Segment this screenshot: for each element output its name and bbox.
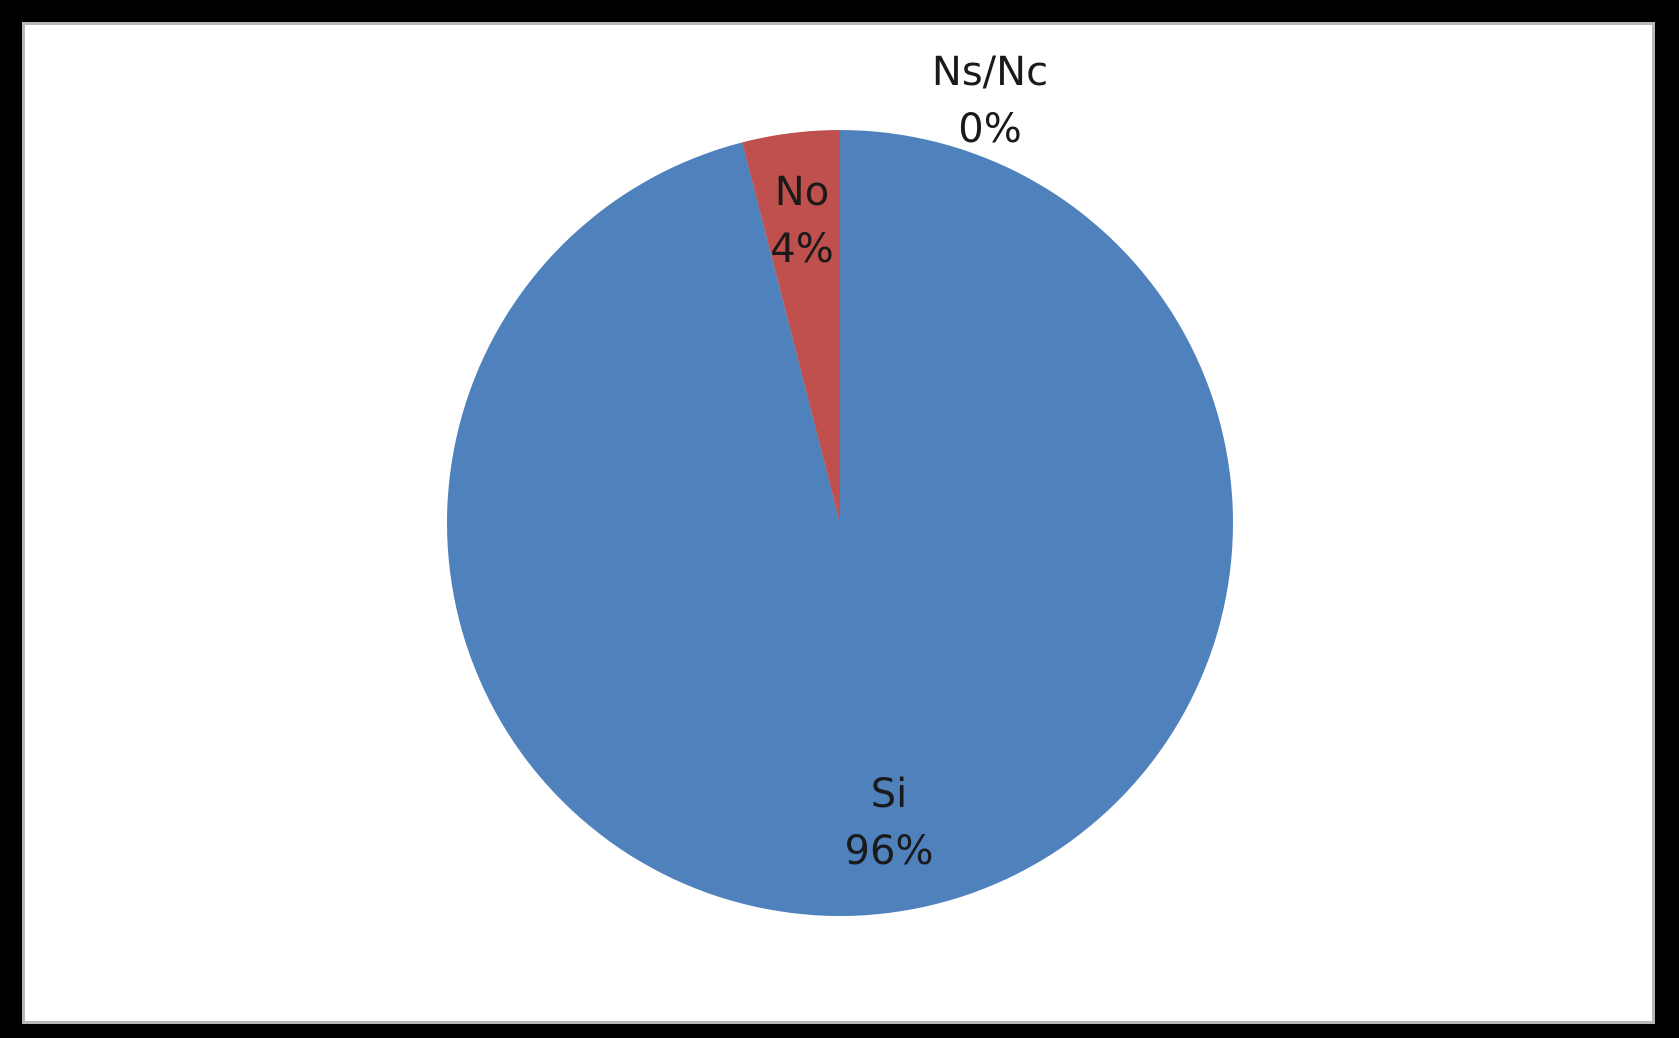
pie-labels: Si 96% No 4% Ns/Nc 0% <box>770 49 1048 874</box>
slice-label-si: Si <box>871 771 908 817</box>
slice-label-nsnc: Ns/Nc <box>932 49 1048 95</box>
pie-slice-si <box>446 130 1234 917</box>
slice-percent-si: 96% <box>845 828 934 874</box>
slice-percent-nsnc: 0% <box>958 106 1021 152</box>
slice-label-no: No <box>775 169 829 215</box>
pie-slice-no <box>742 130 840 523</box>
pie-slices <box>446 130 1234 917</box>
slice-percent-no: 4% <box>770 226 833 272</box>
